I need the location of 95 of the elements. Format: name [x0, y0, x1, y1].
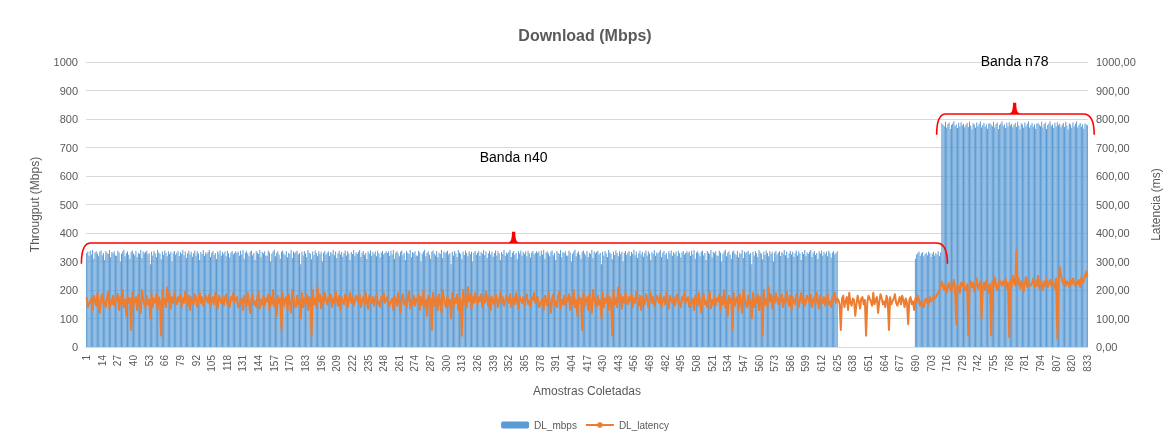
x-tick-label: 443	[612, 354, 624, 372]
x-tick-label: 612	[816, 354, 828, 372]
y-tick-label: 900	[59, 84, 78, 97]
y-tick-label: 1000	[53, 56, 78, 68]
x-tick-label: 66	[159, 354, 171, 367]
x-tick-label: 274	[409, 354, 421, 372]
annotation: Banda n78	[980, 53, 1049, 70]
y-tick-label: 700	[59, 141, 78, 154]
x-tick-label: 820	[1066, 354, 1078, 372]
x-tick-label: 326	[472, 354, 484, 372]
x-tick-label: 287	[425, 354, 437, 372]
x-tick-label: 209	[331, 354, 343, 372]
legend-label: DL_mbps	[534, 419, 577, 431]
x-tick-label: 781	[1019, 354, 1031, 372]
x-tick-label: 27	[112, 354, 124, 367]
x-tick-label: 183	[300, 354, 312, 372]
y2-tick-label: 500,00	[1096, 198, 1130, 211]
x-tick-label: 365	[518, 354, 530, 372]
legend-label: DL_latency	[618, 419, 669, 431]
x-tick-label: 651	[862, 354, 874, 372]
x-tick-label: 599	[800, 354, 812, 372]
x-tick-label: 378	[534, 354, 546, 372]
x-tick-label: 456	[628, 354, 640, 372]
x-tick-label: 508	[690, 354, 702, 372]
y2-axis-title: Latencia (ms)	[1149, 168, 1163, 241]
x-tick-label: 430	[597, 354, 609, 372]
x-tick-label: 131	[237, 354, 249, 372]
x-tick-label: 391	[550, 354, 562, 372]
x-tick-label: 92	[190, 354, 202, 367]
x-tick-label: 261	[393, 354, 405, 372]
x-tick-label: 482	[659, 354, 671, 372]
x-tick-label: 534	[722, 354, 734, 372]
x-tick-label: 196	[315, 354, 327, 372]
x-tick-label: 807	[1050, 354, 1062, 372]
x-tick-label: 53	[143, 354, 155, 367]
x-tick-label: 638	[847, 354, 859, 372]
x-tick-label: 495	[675, 354, 687, 372]
x-tick-label: 157	[268, 354, 280, 372]
y2-tick-label: 100,00	[1096, 312, 1130, 325]
x-tick-label: 352	[503, 354, 515, 372]
x-tick-label: 404	[565, 354, 577, 372]
x-tick-label: 248	[378, 354, 390, 372]
x-tick-label: 14	[96, 354, 108, 367]
x-tick-label: 690	[909, 354, 921, 372]
x-tick-label: 560	[753, 354, 765, 372]
x-tick-label: 547	[737, 354, 749, 372]
x-axis-title: Amostras Coletadas	[532, 384, 642, 398]
x-tick-label: 716	[941, 354, 953, 372]
x-tick-label: 339	[487, 354, 499, 372]
y-tick-label: 800	[59, 113, 78, 125]
x-tick-label: 742	[972, 354, 984, 372]
x-tick-label: 40	[128, 354, 140, 367]
y2-tick-label: 200,00	[1096, 284, 1130, 296]
x-tick-label: 222	[346, 354, 358, 372]
y-tick-label: 300	[59, 255, 78, 268]
y-tick-label: 500	[59, 198, 78, 211]
y-tick-label: 200	[59, 284, 78, 296]
x-tick-label: 417	[581, 354, 593, 372]
x-tick-label: 625	[831, 354, 843, 372]
y2-tick-label: 400,00	[1096, 227, 1130, 239]
x-tick-label: 521	[706, 354, 718, 372]
x-tick-label: 833	[1081, 354, 1093, 372]
x-tick-label: 794	[1034, 354, 1046, 372]
chart-title: Download (Mbps)	[518, 26, 652, 44]
x-tick-label: 469	[644, 354, 656, 372]
x-tick-label: 118	[221, 354, 233, 371]
y2-tick-label: 300,00	[1096, 255, 1130, 268]
x-tick-label: 755	[988, 354, 1000, 372]
x-tick-label: 300	[440, 354, 452, 372]
y2-tick-label: 900,00	[1096, 84, 1130, 97]
y-tick-label: 400	[59, 227, 78, 239]
x-tick-label: 105	[206, 354, 218, 372]
y-tick-label: 600	[59, 170, 78, 182]
x-tick-label: 677	[894, 354, 906, 372]
x-tick-label: 768	[1003, 354, 1015, 372]
x-tick-label: 79	[174, 354, 186, 367]
x-tick-label: 235	[362, 354, 374, 372]
y-tick-label: 0	[71, 341, 78, 353]
x-tick-label: 703	[925, 354, 937, 372]
y-axis-title: Througput (Mbps)	[28, 156, 42, 253]
y-tick-label: 100	[59, 312, 78, 325]
x-tick-label: 729	[956, 354, 968, 372]
x-tick-label: 664	[878, 354, 890, 372]
x-tick-label: 144	[253, 354, 265, 372]
x-tick-label: 170	[284, 354, 296, 372]
x-tick-label: 313	[456, 354, 468, 372]
y2-tick-label: 1000,00	[1096, 56, 1136, 68]
y2-tick-label: 0,00	[1096, 341, 1118, 353]
y2-tick-label: 700,00	[1096, 141, 1130, 154]
annotation: Banda n40	[479, 148, 548, 165]
y2-tick-label: 600,00	[1096, 170, 1130, 182]
x-tick-label: 573	[769, 354, 781, 372]
y2-tick-label: 800,00	[1096, 113, 1130, 125]
x-tick-label: 1	[81, 354, 93, 361]
x-tick-label: 586	[784, 354, 796, 372]
